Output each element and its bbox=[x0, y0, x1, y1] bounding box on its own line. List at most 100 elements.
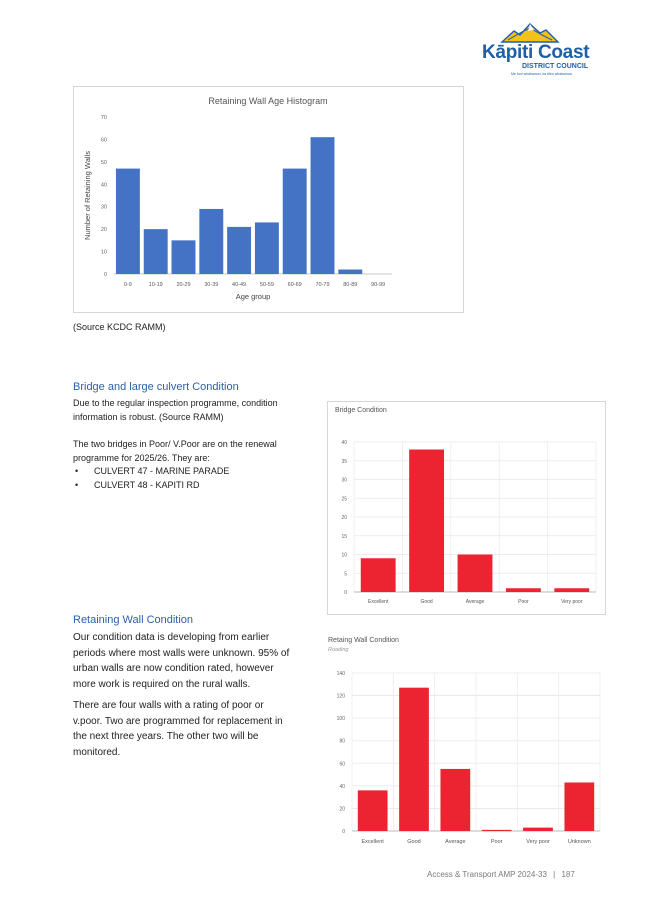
x-tick-label: 20-29 bbox=[176, 282, 190, 288]
wall-para-2-line-4: monitored. bbox=[73, 746, 121, 758]
bar bbox=[399, 687, 429, 831]
y-tick-label: 60 bbox=[101, 137, 107, 143]
bar bbox=[523, 827, 553, 831]
y-tick-label: 120 bbox=[337, 694, 346, 700]
wall-para-2-line-1: There are four walls with a rating of po… bbox=[73, 700, 264, 711]
y-tick-label: 40 bbox=[341, 440, 347, 446]
y-tick-label: 10 bbox=[341, 553, 347, 559]
y-tick-label: 20 bbox=[341, 515, 347, 521]
y-tick-label: 0 bbox=[342, 829, 345, 835]
bar bbox=[481, 829, 512, 831]
page-number: 187 bbox=[561, 870, 575, 879]
footer-separator: | bbox=[553, 870, 556, 879]
bar bbox=[143, 229, 168, 274]
mountain-logo-icon bbox=[500, 23, 560, 43]
bar bbox=[310, 137, 335, 274]
x-tick-label: 90-99 bbox=[371, 282, 385, 288]
bridge-para-2: The two bridges in Poor/ V.Poor are on t… bbox=[73, 438, 277, 465]
bar bbox=[171, 240, 196, 274]
age-histogram-frame: Retaining Wall Age Histogram 0 10 20 30 40 50 6… bbox=[73, 86, 464, 313]
histogram-source-note: (Source KCDC RAMM) bbox=[73, 322, 166, 332]
bridge-para-2-line-2: programme for 2025/26. They are: bbox=[73, 452, 210, 463]
bar bbox=[227, 226, 252, 274]
bar bbox=[409, 449, 445, 592]
bridge-bullet-item: CULVERT 47 - MARINE PARADE bbox=[75, 465, 229, 479]
logo-subname: DISTRICT COUNCIL bbox=[522, 63, 589, 70]
logo-name: Kāpiti Coast bbox=[482, 42, 590, 63]
bar bbox=[457, 554, 493, 592]
x-tick-label: Excellent bbox=[362, 839, 385, 845]
y-tick-label: 100 bbox=[337, 716, 346, 722]
x-tick-label: Very poor bbox=[526, 839, 550, 845]
chart-title: Retaing Wall Condition bbox=[328, 637, 399, 644]
bar bbox=[564, 782, 595, 831]
wall-condition-frame: Retaing Wall Condition Roading 0 20 40 60 80 10… bbox=[324, 632, 604, 852]
y-tick-label: 25 bbox=[341, 496, 347, 502]
page-footer: Access & Transport AMP 2024-33 | 187 bbox=[427, 870, 575, 879]
wall-section-heading: Retaining Wall Condition bbox=[73, 614, 194, 626]
wall-para-2: There are four walls with a rating of po… bbox=[73, 698, 283, 760]
y-tick-label: 30 bbox=[341, 478, 347, 484]
y-tick-label: 0 bbox=[344, 590, 347, 596]
bar bbox=[282, 168, 307, 274]
wall-para-2-line-3: the next three years. The other two will… bbox=[73, 731, 259, 742]
bar bbox=[505, 588, 541, 592]
y-tick-label: 20 bbox=[339, 806, 345, 812]
wall-para-1-line-4: more work is required on the rural walls… bbox=[73, 678, 251, 690]
y-tick-label: 10 bbox=[101, 250, 107, 256]
x-axis-label: Age group bbox=[236, 292, 271, 301]
wall-para-1: Our condition data is developing from ea… bbox=[73, 630, 289, 692]
y-tick-label: 30 bbox=[101, 205, 107, 211]
bar bbox=[115, 168, 140, 274]
wall-para-1-line-2: periods where most walls were unknown. 9… bbox=[73, 647, 290, 659]
x-tick-label: Average bbox=[445, 839, 465, 845]
x-tick-label: 30-39 bbox=[204, 282, 218, 288]
x-tick-label: 0-9 bbox=[124, 282, 132, 288]
chart-subtitle: Roading bbox=[328, 647, 349, 653]
bar bbox=[199, 208, 224, 274]
bridge-para-2-line-1: The two bridges in Poor/ V.Poor are on t… bbox=[73, 439, 277, 449]
logo-tagline: Me huri whakamuri, ka titiro whakamua bbox=[511, 72, 572, 76]
x-tick-label: 10-19 bbox=[149, 282, 163, 288]
bridge-bullet-list: CULVERT 47 - MARINE PARADE CULVERT 48 - … bbox=[75, 465, 229, 492]
bar bbox=[338, 269, 363, 274]
y-tick-label: 40 bbox=[101, 182, 107, 188]
y-tick-label: 50 bbox=[101, 160, 107, 166]
y-tick-label: 35 bbox=[341, 459, 347, 465]
bridge-para-1-line-1: Due to the regular inspection programme,… bbox=[73, 398, 278, 408]
y-tick-label: 40 bbox=[339, 784, 345, 790]
x-tick-label: Poor bbox=[491, 839, 503, 845]
y-tick-label: 60 bbox=[339, 761, 345, 767]
x-tick-label: Good bbox=[407, 839, 420, 845]
x-tick-label: 60-69 bbox=[288, 282, 302, 288]
chart-title: Bridge Condition bbox=[335, 407, 387, 414]
x-tick-label: Very poor bbox=[561, 599, 583, 605]
bar bbox=[440, 768, 471, 831]
bridge-bullet-item: CULVERT 48 - KAPITI RD bbox=[75, 479, 229, 493]
bridge-condition-chart: Bridge Condition 0 5 10 15 20 25 30 35 40 Excellen… bbox=[335, 407, 597, 605]
wall-para-2-line-2: v.poor. Two are programmed for replaceme… bbox=[73, 715, 283, 727]
bridge-section-heading: Bridge and large culvert Condition bbox=[73, 381, 239, 393]
bar bbox=[554, 588, 590, 592]
wall-condition-chart: Retaing Wall Condition Roading 0 20 40 60 80 10… bbox=[328, 637, 601, 845]
y-axis-label: Number of Retaining Walls bbox=[83, 151, 92, 240]
y-tick-label: 15 bbox=[341, 534, 347, 540]
y-tick-label: 80 bbox=[339, 739, 345, 745]
bar bbox=[357, 790, 388, 831]
x-tick-label: Excellent bbox=[368, 599, 389, 605]
y-tick-label: 70 bbox=[101, 115, 107, 121]
x-tick-label: 40-49 bbox=[232, 282, 246, 288]
x-tick-label: Average bbox=[466, 599, 485, 605]
y-tick-label: 5 bbox=[344, 571, 347, 577]
x-tick-label: Poor bbox=[518, 599, 529, 605]
x-tick-label: 70-79 bbox=[315, 282, 329, 288]
wall-para-1-line-3: urban walls are now condition rated, how… bbox=[73, 663, 274, 674]
bridge-condition-frame: Bridge Condition 0 5 10 15 20 25 30 35 40 Excellen… bbox=[327, 401, 606, 615]
bridge-para-1: Due to the regular inspection programme,… bbox=[73, 397, 278, 424]
y-tick-label: 140 bbox=[337, 671, 346, 677]
council-logo: Kāpiti Coast DISTRICT COUNCIL Me huri wh… bbox=[478, 22, 590, 78]
age-histogram-chart: Retaining Wall Age Histogram 0 10 20 30 40 50 6… bbox=[83, 96, 392, 301]
x-tick-label: Unknown bbox=[568, 839, 591, 845]
footer-text: Access & Transport AMP 2024-33 bbox=[427, 870, 547, 879]
bar bbox=[254, 222, 279, 274]
